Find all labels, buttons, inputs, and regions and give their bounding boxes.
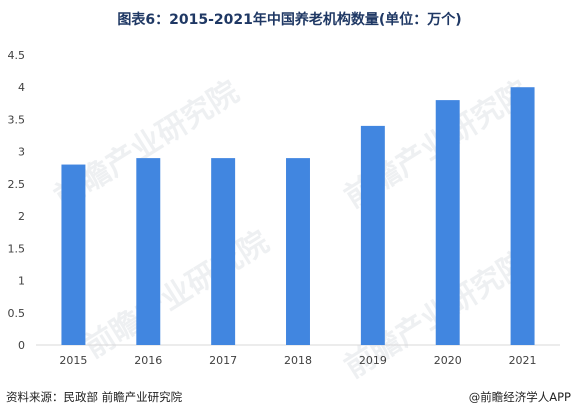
x-tick-label: 2018 (284, 354, 312, 367)
y-tick-label: 3 (18, 146, 25, 159)
y-tick-label: 3.5 (8, 113, 26, 126)
bar (360, 125, 385, 345)
bar (61, 164, 86, 345)
bar (286, 158, 310, 345)
bar (435, 100, 460, 345)
y-tick-label: 4.5 (8, 49, 26, 62)
bar (136, 158, 161, 345)
x-tick-label: 2015 (59, 354, 87, 367)
y-tick-label: 1.5 (8, 242, 26, 255)
x-tick-label: 2021 (509, 354, 537, 367)
y-tick-label: 2.5 (8, 178, 26, 191)
bar (211, 158, 236, 345)
x-tick-label: 2017 (209, 354, 237, 367)
source-note: 资料来源：民政部 前瞻产业研究院 (6, 390, 183, 404)
bar (510, 87, 535, 345)
x-tick-label: 2020 (434, 354, 462, 367)
y-tick-label: 4 (18, 81, 25, 94)
y-tick-label: 1 (18, 275, 25, 288)
brand-credit: @前瞻经济学人APP (468, 390, 571, 404)
chart-title: 图表6：2015-2021年中国养老机构数量(单位：万个) (117, 12, 462, 28)
y-tick-label: 0 (18, 339, 25, 352)
x-tick-label: 2016 (134, 354, 162, 367)
x-tick-label: 2019 (359, 354, 387, 367)
y-tick-label: 0.5 (8, 307, 26, 320)
y-tick-label: 2 (18, 210, 25, 223)
